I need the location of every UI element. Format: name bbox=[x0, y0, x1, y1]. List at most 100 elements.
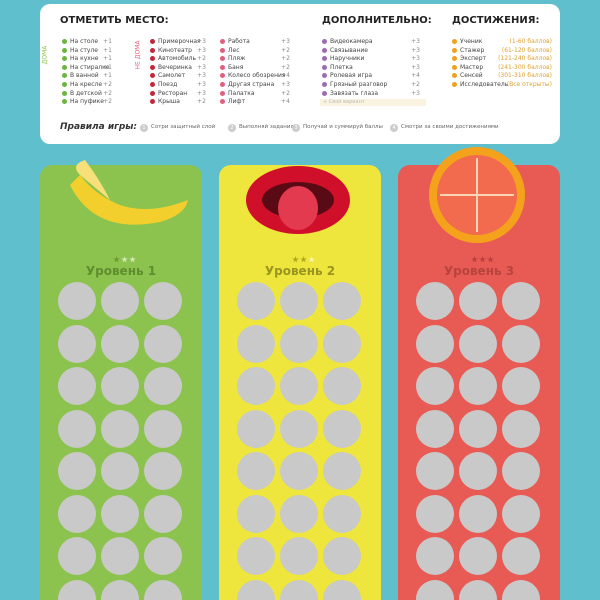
bullet bbox=[322, 82, 327, 87]
scratch-circle bbox=[323, 494, 361, 533]
item-points: +3 bbox=[411, 63, 420, 71]
item-points: (1-60 баллов) bbox=[509, 38, 552, 45]
scratch-circle bbox=[144, 494, 182, 533]
item-name: На стиралке bbox=[70, 63, 110, 71]
bullet bbox=[150, 73, 155, 79]
fruit-art bbox=[70, 147, 525, 243]
item-points: +1 bbox=[103, 63, 112, 71]
item-name: Грязный разговор bbox=[330, 81, 388, 88]
bullet bbox=[220, 99, 225, 105]
bullet bbox=[220, 64, 225, 70]
level-title: Уровень 1 bbox=[85, 264, 157, 278]
item-name: Лес bbox=[228, 46, 240, 54]
bullet bbox=[322, 73, 327, 79]
bullet bbox=[62, 73, 67, 79]
star bbox=[487, 256, 494, 263]
item-name: Вечеринка bbox=[158, 63, 192, 71]
scratch-circle bbox=[459, 367, 497, 405]
scratch-circle bbox=[280, 579, 318, 600]
scratch-circle bbox=[101, 282, 139, 320]
section-title: ДОПОЛНИТЕЛЬНО: bbox=[322, 15, 432, 26]
section-title: ОТМЕТИТЬ МЕСТО: bbox=[60, 15, 169, 26]
vertical-label: ДОМА bbox=[41, 45, 49, 65]
item-points: +2 bbox=[281, 63, 290, 71]
scratch-circle bbox=[237, 324, 275, 363]
item-name: Исследователь bbox=[460, 81, 509, 88]
item-points: +2 bbox=[103, 98, 112, 106]
scratch-circle bbox=[144, 537, 182, 575]
scratch-circle bbox=[502, 367, 540, 405]
scratch-circle bbox=[58, 367, 96, 405]
star bbox=[121, 256, 128, 263]
scratch-circle bbox=[502, 409, 540, 448]
item-name: Колесо обозрения bbox=[228, 72, 286, 80]
scratch-circle bbox=[58, 324, 96, 363]
scratch-circle bbox=[144, 282, 182, 320]
scratch-circle bbox=[459, 452, 497, 490]
bullet bbox=[220, 47, 225, 53]
item-points: +2 bbox=[197, 98, 206, 106]
scratch-circle bbox=[280, 324, 318, 363]
scratch-circle bbox=[237, 579, 275, 600]
rules-title: Правила игры: bbox=[60, 122, 138, 132]
item-name: Кинотеатр bbox=[158, 46, 192, 54]
item-points: +3 bbox=[197, 46, 206, 54]
bullet bbox=[322, 47, 327, 53]
bullet bbox=[452, 82, 457, 87]
scratch-circle bbox=[144, 409, 182, 448]
item-name: Пляж bbox=[228, 55, 246, 63]
item-points: +2 bbox=[103, 81, 112, 88]
item-name: Лифт bbox=[228, 98, 246, 106]
item-name: Поезд bbox=[158, 81, 178, 88]
section-title: ДОСТИЖЕНИЯ: bbox=[452, 15, 540, 26]
star bbox=[292, 256, 299, 263]
scratch-circle bbox=[101, 324, 139, 363]
bullet bbox=[322, 39, 327, 44]
scratch-circle bbox=[101, 537, 139, 575]
bullet bbox=[322, 90, 327, 96]
item-points: (121-240 баллов) bbox=[498, 55, 552, 63]
scratch-circle bbox=[280, 409, 318, 448]
bullet bbox=[220, 90, 225, 96]
item-name: Автомобиль bbox=[158, 55, 196, 63]
item-points: +4 bbox=[281, 98, 290, 106]
scratch-circle bbox=[58, 579, 96, 600]
scratch-circle bbox=[416, 494, 454, 533]
scratch-circle bbox=[58, 452, 96, 490]
item-name: В детской bbox=[70, 89, 102, 97]
info-card bbox=[40, 4, 560, 144]
item-points: +2 bbox=[281, 89, 290, 97]
step-number: 1 bbox=[140, 124, 148, 132]
star bbox=[471, 256, 478, 263]
scratch-circle bbox=[237, 494, 275, 533]
scratch-circle bbox=[144, 579, 182, 600]
scratch-circle bbox=[58, 494, 96, 533]
item-name: Завязать глаза bbox=[330, 89, 379, 97]
scratch-circle bbox=[237, 367, 275, 405]
item-points: (301-310 баллов) bbox=[498, 72, 552, 80]
bullet bbox=[220, 73, 225, 79]
bullet bbox=[452, 73, 457, 79]
bullet bbox=[62, 47, 67, 53]
scratch-circle bbox=[323, 367, 361, 405]
scratch-circle bbox=[323, 409, 361, 448]
level-title: Уровень 3 bbox=[443, 264, 515, 278]
scratch-circle bbox=[416, 579, 454, 600]
item-name: Стажер bbox=[460, 46, 485, 54]
item-points: +3 bbox=[281, 38, 290, 45]
scratch-circle bbox=[280, 494, 318, 533]
star bbox=[308, 256, 315, 263]
scratch-circle bbox=[58, 282, 96, 320]
scratch-circle bbox=[144, 367, 182, 405]
bullet bbox=[150, 47, 155, 53]
item-points: (Все открыты) bbox=[506, 81, 552, 88]
vertical-label: НЕ ДОМА bbox=[134, 40, 142, 70]
scratch-circle bbox=[502, 452, 540, 490]
item-points: +3 bbox=[197, 38, 206, 45]
scratch-circle bbox=[416, 282, 454, 320]
item-points: +2 bbox=[103, 89, 112, 97]
item-name: На кухне bbox=[70, 55, 99, 63]
bullet bbox=[62, 82, 67, 87]
scratch-circle bbox=[416, 367, 454, 405]
item-points: +1 bbox=[103, 72, 112, 80]
